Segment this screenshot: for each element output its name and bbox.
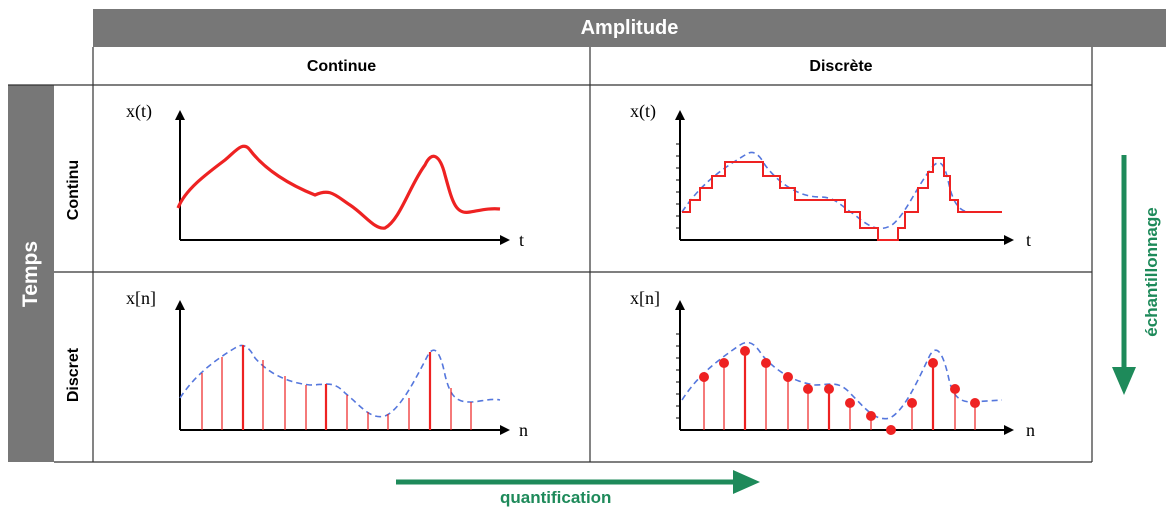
echantillonnage-arrow [1112, 155, 1136, 395]
quantification-arrow [396, 470, 760, 494]
continuous-signal [176, 144, 501, 230]
echantillonnage-label: échantillonnage [1142, 207, 1161, 337]
panel-continuous-discrete [675, 110, 1014, 245]
axis-label-xt: x(t) [630, 101, 656, 121]
panel-continuous-continuous [175, 110, 510, 245]
panel-discrete-continuous [175, 300, 510, 435]
axis-label-xt: x(t) [126, 101, 152, 121]
axis-label-xn: x[n] [630, 288, 660, 308]
quantized-stems [703, 351, 976, 430]
sampled-stems [201, 345, 472, 430]
amplitude-label: Amplitude [580, 16, 679, 39]
quantification-label: quantification [500, 488, 612, 507]
column-label-continue: Continue [306, 58, 377, 75]
temps-header: Temps [8, 85, 54, 462]
row-label-discret: Discret [65, 347, 82, 403]
axis-label-t: t [1026, 230, 1032, 250]
amplitude-header: Amplitude [93, 9, 1166, 47]
envelope-curve [681, 151, 1002, 230]
envelope-curve [179, 344, 501, 418]
quantized-samples [699, 346, 980, 435]
column-label-discrete: Discrète [809, 58, 873, 75]
quantized-signal [682, 157, 1002, 241]
axis-label-t: t [519, 230, 525, 250]
panel-discrete-discrete [675, 300, 1014, 435]
axis-label-n: n [519, 420, 528, 440]
row-label-continu: Continu [65, 159, 82, 221]
axis-label-n: n [1026, 420, 1035, 440]
envelope-curve [681, 341, 1003, 420]
axis-label-xn: x[n] [126, 288, 156, 308]
